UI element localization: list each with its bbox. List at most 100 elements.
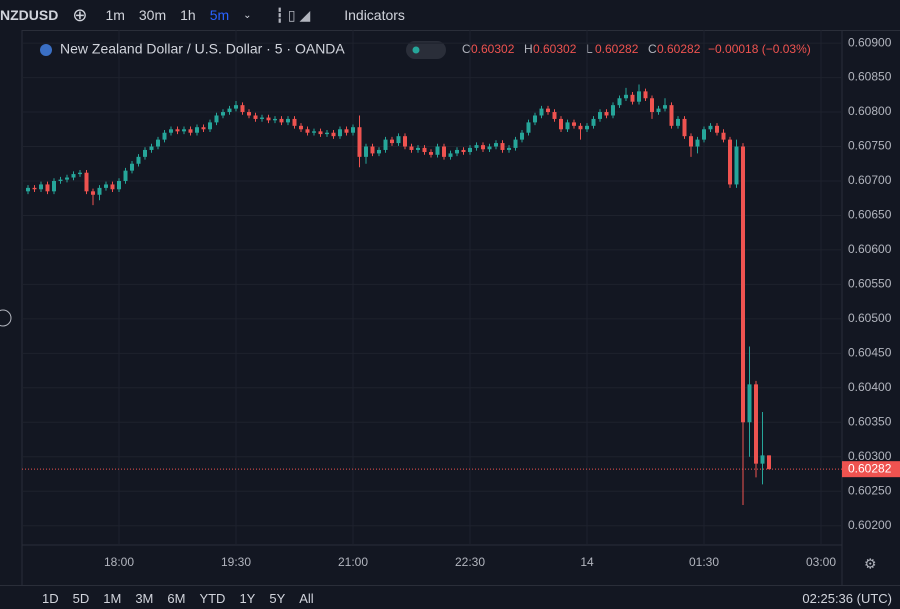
- candle-body: [195, 127, 199, 133]
- settings-icon[interactable]: ⚙: [864, 556, 877, 572]
- x-tick-label: 03:00: [806, 555, 836, 569]
- candle-body: [182, 129, 186, 132]
- range-button[interactable]: 1M: [103, 590, 122, 606]
- candle-body: [760, 455, 765, 464]
- range-button[interactable]: YTD: [199, 590, 226, 606]
- last-price-label: 0.60282: [848, 461, 892, 475]
- candle-body: [643, 91, 648, 99]
- candle-body: [695, 139, 700, 147]
- candle-body: [435, 146, 440, 155]
- candle-body: [474, 145, 479, 148]
- candle-body: [32, 187, 37, 190]
- candle-body: [201, 127, 206, 130]
- candle-body: [422, 147, 427, 153]
- candle-body: [721, 132, 726, 140]
- candle-body: [279, 118, 284, 123]
- chart: New Zealand Dollar / U.S. Dollar · 5 · O…: [0, 30, 900, 585]
- status-pill[interactable]: [406, 41, 446, 59]
- candle-body: [604, 112, 609, 116]
- candle-body: [253, 115, 258, 119]
- candle-body: [513, 139, 518, 148]
- tool-icon[interactable]: [0, 309, 12, 327]
- candle-body: [370, 146, 375, 154]
- y-tick-label: 0.60350: [848, 414, 892, 428]
- candle-body: [539, 108, 544, 116]
- candle-body: [260, 117, 264, 119]
- candle-body: [481, 145, 485, 150]
- candle-body: [71, 174, 76, 178]
- x-tick-label: 19:30: [221, 555, 251, 569]
- add-symbol[interactable]: ⊕: [72, 4, 88, 25]
- ohlc-value: 0.60282: [595, 42, 639, 56]
- candle-body: [520, 132, 524, 140]
- candle-body: [26, 187, 30, 192]
- ohlc-key: O: [462, 42, 471, 56]
- candle-body: [468, 147, 472, 153]
- legend-title: New Zealand Dollar / U.S. Dollar · 5 · O…: [60, 41, 345, 57]
- candle-body: [266, 117, 271, 121]
- bar-style[interactable]: ┇ ▯ ◢: [275, 6, 311, 23]
- candle-body: [136, 156, 141, 164]
- candle-body: [630, 94, 635, 102]
- x-tick-label: 18:00: [104, 555, 134, 569]
- interval[interactable]: 30m: [138, 7, 167, 23]
- interval[interactable]: 1h: [180, 7, 196, 23]
- candle-body: [344, 129, 349, 133]
- candle-body: [650, 98, 654, 113]
- candle-body: [45, 184, 50, 192]
- candle-body: [97, 187, 102, 195]
- candle-body: [84, 172, 89, 192]
- y-tick-label: 0.60900: [848, 35, 892, 49]
- range-button[interactable]: 1Y: [239, 590, 256, 606]
- clock: 02:25:36 (UTC): [802, 590, 892, 606]
- candle-body: [286, 118, 290, 123]
- candle-body: [533, 115, 537, 123]
- candle-body: [624, 94, 628, 99]
- candle-body: [461, 149, 466, 153]
- candle-body: [52, 180, 56, 192]
- candle-body: [403, 136, 407, 147]
- candle-body: [507, 147, 511, 150]
- candle-body: [728, 139, 732, 185]
- range-button[interactable]: 3M: [135, 590, 154, 606]
- ohlc-change: −0.00018 (−0.03%): [708, 42, 811, 56]
- range-button[interactable]: All: [299, 590, 314, 606]
- candle-body: [123, 170, 128, 181]
- candle-body: [396, 136, 401, 144]
- candle-body: [676, 118, 680, 126]
- range-button[interactable]: 5D: [72, 590, 90, 606]
- range-button[interactable]: 5Y: [269, 590, 286, 606]
- candle-body: [585, 125, 589, 130]
- interval[interactable]: 1m: [105, 7, 125, 23]
- flag-icon: [40, 44, 52, 56]
- y-tick-label: 0.60450: [848, 346, 892, 360]
- candle-body: [500, 143, 505, 150]
- candle-body: [227, 108, 232, 113]
- candle-body: [377, 149, 381, 154]
- symbol[interactable]: NZDUSD: [0, 7, 59, 23]
- range-button[interactable]: 6M: [167, 590, 186, 606]
- candle-body: [682, 118, 687, 137]
- indicators[interactable]: Indicators: [344, 7, 405, 23]
- candle-body: [637, 91, 641, 102]
- top-toolbar: NZDUSD ⊕ 1m 30m 1h 5m ⌄ ┇ ▯ ◢ Indicators: [0, 0, 900, 31]
- candle-body: [565, 122, 570, 130]
- interval-menu[interactable]: ⌄: [243, 9, 252, 21]
- candle-body: [325, 132, 329, 135]
- range-button[interactable]: 1D: [42, 590, 59, 606]
- candle-body: [689, 136, 693, 147]
- candle-body: [312, 131, 316, 133]
- candle-body: [364, 146, 368, 157]
- y-tick-label: 0.60600: [848, 242, 892, 256]
- y-tick-label: 0.60400: [848, 380, 892, 394]
- candle-body: [455, 149, 459, 154]
- y-tick-label: 0.60700: [848, 173, 892, 187]
- candle-body: [240, 105, 245, 113]
- candle-body: [526, 122, 531, 133]
- bottom-toolbar: 1D 5D 1M 3M 6M YTD 1Y 5Y All 02:25:36 (UTC): [0, 585, 900, 609]
- candle-body: [104, 184, 108, 188]
- status-dot: [412, 46, 420, 54]
- candle-body: [247, 112, 251, 116]
- candle-body: [552, 112, 557, 119]
- interval[interactable]: 5m: [209, 7, 230, 23]
